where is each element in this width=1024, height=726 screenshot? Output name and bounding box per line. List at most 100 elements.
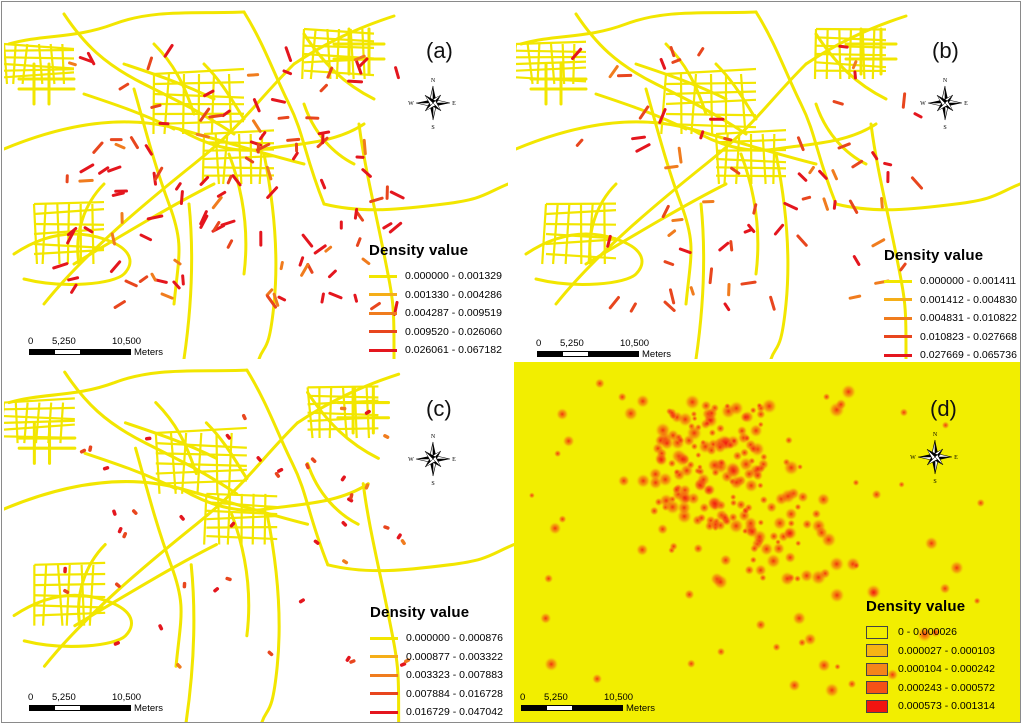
legend-row: 0.004831 - 0.010822 [884, 309, 1020, 328]
scale-tick-label: 0 [28, 692, 34, 703]
legend-range-label: 0.003323 - 0.007883 [406, 669, 503, 682]
road-network-map [4, 10, 508, 359]
compass-rose: N S E W [910, 432, 958, 484]
legend-swatch [884, 316, 912, 320]
legend-row: 0 - 0.000026 [866, 623, 1006, 642]
legend-title: Density value [884, 247, 984, 264]
panel-label: (b) [932, 38, 959, 63]
legend-range-label: 0.000104 - 0.000242 [898, 663, 995, 676]
legend-rows: 0 - 0.000026 0.000027 - 0.000103 0.000104 … [866, 623, 1006, 716]
legend-rows: 0.000000 - 0.001329 0.001330 - 0.004286 0.… [369, 267, 508, 359]
scale-tick-label: 5,250 [52, 692, 76, 703]
compass-letter-e: E [964, 101, 968, 107]
scale-tick-label: 10,500 [620, 338, 650, 349]
legend-row: 0.000000 - 0.000876 [370, 629, 510, 648]
legend-swatch [866, 662, 888, 676]
roads [516, 10, 1020, 359]
legend-title: Density value [369, 242, 469, 259]
legend-row: 0.001330 - 0.004286 [369, 286, 508, 305]
scale-tick-label: 5,250 [544, 692, 568, 703]
legend-swatch [370, 673, 398, 677]
panel-a-road-density-map: (a) N S E W Density value 0.000000 - 0.0013… [4, 4, 508, 359]
scale-unit-label: Meters [134, 347, 164, 358]
legend-range-label: 0.001412 - 0.004830 [920, 293, 1017, 306]
legend-range-label: 0.026061 - 0.067182 [405, 344, 502, 357]
scale-tick-label: 0 [520, 692, 526, 703]
legend-title: Density value [370, 604, 470, 621]
compass-letter-e: E [452, 457, 456, 463]
north-arrow-icon: N S E W [408, 78, 456, 130]
legend-swatch [369, 330, 397, 334]
legend-swatch [884, 335, 912, 339]
scale-bar-graphic [521, 705, 623, 711]
scale-tick-label: 10,500 [604, 692, 634, 703]
panel-label: (c) [426, 396, 452, 421]
legend-row: 0.000104 - 0.000242 [866, 660, 1006, 679]
roads [4, 10, 508, 359]
compass-letter-s: S [431, 481, 434, 486]
density-hotspots [528, 378, 986, 698]
high-density-segments [571, 44, 923, 313]
legend-range-label: 0.007884 - 0.016728 [406, 687, 503, 700]
legend-row: 0.000243 - 0.000572 [866, 679, 1006, 698]
legend-swatch [866, 625, 888, 639]
legend-row: 0.027669 - 0.065736 [884, 346, 1020, 359]
legend-row: 0.016729 - 0.047042 [370, 703, 510, 722]
compass-letter-n: N [431, 434, 436, 440]
legend-range-label: 0.001330 - 0.004286 [405, 288, 502, 301]
legend-range-label: 0.000000 - 0.001411 [920, 275, 1017, 288]
legend-swatch [369, 274, 397, 278]
scale-unit-label: Meters [642, 349, 672, 359]
scale-labels: 0 5,250 10,500 [26, 336, 236, 348]
compass-rose: N S E W [408, 78, 456, 130]
compass-letter-e: E [452, 101, 456, 107]
legend-swatch [866, 644, 888, 658]
scale-bar: 0 5,250 10,500 Meters [26, 336, 236, 359]
panel-d-kernel-density-surface: (d) N S E W Density value 0 - 0.000026 0.000… [514, 362, 1020, 722]
road-network-map [4, 368, 514, 722]
panel-label: (a) [426, 38, 453, 63]
legend-row: 0.000000 - 0.001411 [884, 272, 1020, 291]
legend-row: 0.004287 - 0.009519 [369, 304, 508, 323]
legend-swatch [884, 353, 912, 357]
legend-title: Density value [866, 598, 966, 615]
compass-letter-e: E [954, 455, 958, 461]
legend: Density value 0.000000 - 0.001411 0.00141… [884, 247, 1020, 359]
legend-row: 0.003323 - 0.007883 [370, 666, 510, 685]
scale-unit-label: Meters [134, 703, 164, 714]
compass-letter-s: S [933, 479, 936, 484]
scale-labels: 0 5,250 10,500 [26, 692, 236, 704]
legend-swatch [370, 636, 398, 640]
north-arrow-icon: N S E W [920, 78, 968, 130]
scale-bar: 0 5,250 10,500 Meters [534, 338, 744, 359]
legend-range-label: 0.004287 - 0.009519 [405, 307, 502, 320]
legend-swatch [884, 298, 912, 302]
legend-swatch [884, 279, 912, 283]
scale-tick-label: 5,250 [52, 336, 76, 347]
legend-swatch [369, 348, 397, 352]
high-density-segments [63, 406, 411, 669]
compass-rose: N S E W [920, 78, 968, 130]
legend-row: 0.000000 - 0.001329 [369, 267, 508, 286]
compass-letter-n: N [943, 78, 948, 84]
legend-row: 0.009520 - 0.026060 [369, 323, 508, 342]
legend-range-label: 0.000027 - 0.000103 [898, 644, 995, 657]
legend-swatch [866, 699, 888, 713]
scale-unit-label: Meters [626, 703, 656, 714]
legend: Density value 0.000000 - 0.001329 0.00133… [369, 242, 508, 359]
legend-range-label: 0.009520 - 0.026060 [405, 325, 502, 338]
scale-tick-label: 10,500 [112, 692, 142, 703]
legend-swatch [370, 692, 398, 696]
legend-range-label: 0.016729 - 0.047042 [406, 706, 503, 719]
panel-b-road-density-map: (b) N S E W Density value 0.000000 - 0.0014… [516, 4, 1020, 359]
high-density-segments [52, 43, 405, 316]
compass-letter-n: N [431, 78, 436, 84]
road-network-map [516, 10, 1020, 359]
compass-letter-w: W [408, 101, 414, 107]
scale-labels: 0 5,250 10,500 [534, 338, 744, 350]
panel-label: (d) [930, 396, 957, 421]
legend-range-label: 0.000000 - 0.001329 [405, 270, 502, 283]
legend-range-label: 0.027669 - 0.065736 [920, 349, 1017, 359]
compass-letter-n: N [933, 432, 938, 438]
